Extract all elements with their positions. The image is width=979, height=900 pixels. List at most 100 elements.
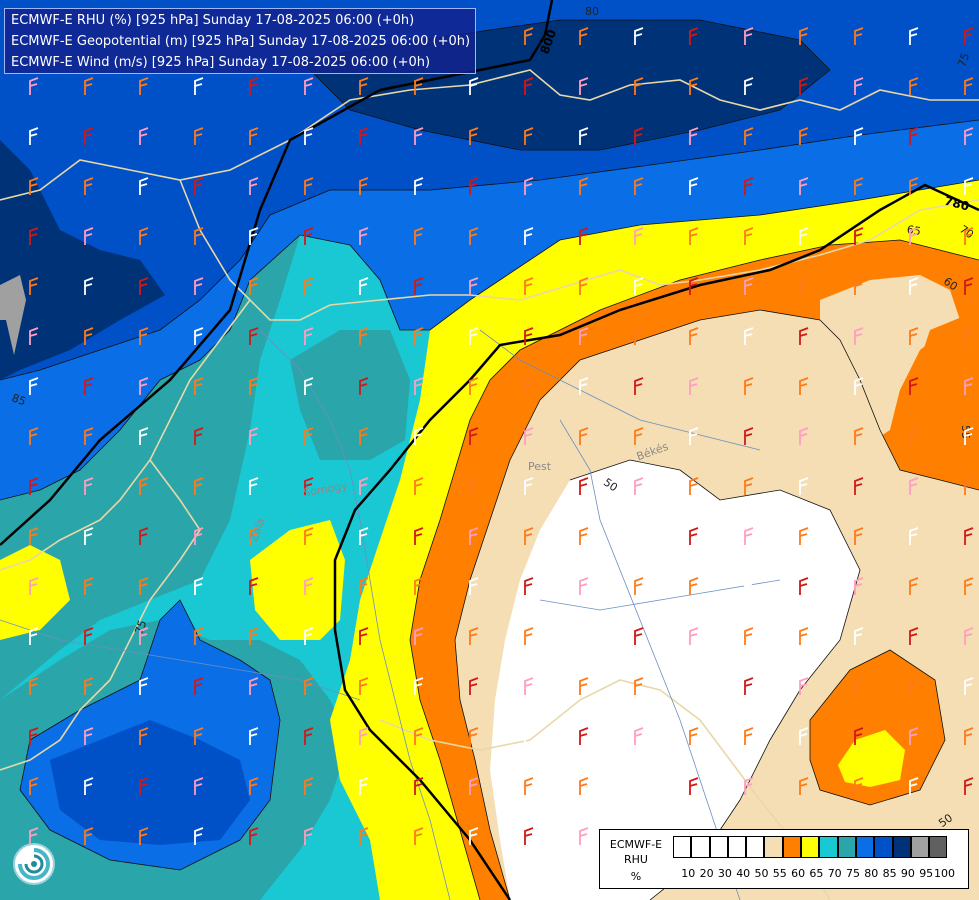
wind-barb <box>194 227 204 245</box>
wind-barb <box>414 527 424 545</box>
wind-barb <box>524 177 534 195</box>
wind-barb <box>84 377 94 395</box>
wind-barb <box>249 277 259 295</box>
wind-barb <box>359 577 369 595</box>
wind-barb <box>909 327 919 345</box>
wind-barb <box>194 177 204 195</box>
borders <box>0 69 979 900</box>
legend-tick-label: 60 <box>791 867 806 880</box>
wind-barb <box>29 627 39 645</box>
wind-barb <box>29 527 39 545</box>
wind-barb <box>469 77 479 95</box>
wind-barb <box>524 627 534 645</box>
wind-barb <box>139 727 149 745</box>
wind-barb <box>909 177 919 195</box>
wind-barb <box>194 327 204 345</box>
legend-title-unit: % <box>630 870 642 883</box>
wind-barb <box>304 527 314 545</box>
wind-barb <box>744 177 754 195</box>
wind-barb <box>359 377 369 395</box>
wind-barb <box>909 27 919 45</box>
legend-tick-label: 85 <box>882 867 897 880</box>
legend-color-scale <box>673 836 948 858</box>
wind-barb <box>29 227 39 245</box>
wind-barb <box>469 777 479 795</box>
wind-barb <box>854 627 864 645</box>
wind-barb <box>414 127 424 145</box>
wind-barb <box>249 477 259 495</box>
wind-barb <box>579 327 589 345</box>
wind-barb <box>359 777 369 795</box>
wind-barb <box>249 577 259 595</box>
wind-barb <box>634 177 644 195</box>
wind-barb <box>29 177 39 195</box>
wind-barb <box>414 427 424 445</box>
wind-barb <box>689 377 699 395</box>
wind-barb <box>29 427 39 445</box>
wind-barb <box>744 127 754 145</box>
wind-barb <box>139 377 149 395</box>
wind-barb <box>469 827 479 845</box>
wind-barb <box>84 327 94 345</box>
wind-barb <box>634 127 644 145</box>
wind-barb <box>689 177 699 195</box>
wind-barb <box>964 327 974 345</box>
wind-barb <box>249 777 259 795</box>
legend-swatch <box>782 836 802 858</box>
wind-barb <box>744 777 754 795</box>
wind-barb <box>29 777 39 795</box>
legend-swatch <box>764 836 783 858</box>
wind-barb <box>304 477 314 495</box>
wind-barb <box>249 227 259 245</box>
wind-barb <box>304 177 314 195</box>
wind-barb <box>414 377 424 395</box>
legend-swatch <box>929 836 948 858</box>
legend-swatch <box>746 836 765 858</box>
wind-barb <box>744 227 754 245</box>
wind-barb <box>579 627 589 645</box>
wind-barb <box>634 377 644 395</box>
wind-barb <box>634 677 644 695</box>
wind-barb <box>744 377 754 395</box>
wind-barb <box>524 777 534 795</box>
wind-barb <box>964 177 974 195</box>
wind-barb <box>964 577 974 595</box>
wind-barb <box>29 477 39 495</box>
legend-swatch <box>819 836 838 858</box>
geopotential-label-780: 780 <box>943 194 971 214</box>
legend-tick-label: 75 <box>846 867 860 880</box>
wind-barb <box>524 677 534 695</box>
wind-barb <box>689 427 699 445</box>
wind-barb <box>579 827 589 845</box>
wind-barb <box>524 77 534 95</box>
wind-barb <box>414 627 424 645</box>
wind-barb <box>579 377 589 395</box>
wind-barb <box>304 627 314 645</box>
wind-barb <box>304 127 314 145</box>
wind-barb <box>964 277 974 295</box>
wind-barb <box>84 577 94 595</box>
wind-barb <box>744 627 754 645</box>
wind-barb <box>469 177 479 195</box>
wind-barb <box>84 427 94 445</box>
wind-barb <box>689 677 699 695</box>
wind-barb <box>249 677 259 695</box>
wind-barb <box>964 777 974 795</box>
wind-barb <box>304 77 314 95</box>
legend-tick-label: 40 <box>736 867 751 880</box>
wind-barb <box>634 477 644 495</box>
wind-barb <box>579 577 589 595</box>
wind-barb <box>414 227 424 245</box>
wind-barb <box>414 727 424 745</box>
wind-barb <box>689 277 699 295</box>
wind-barb <box>29 727 39 745</box>
wind-barb <box>359 227 369 245</box>
title-geopotential: ECMWF-E Geopotential (m) [925 hPa] Sunda… <box>11 34 471 49</box>
wind-barb <box>469 327 479 345</box>
wind-barb <box>634 277 644 295</box>
wind-barb <box>744 677 754 695</box>
legend-swatch <box>910 836 930 858</box>
wind-barb <box>634 77 644 95</box>
wind-barb <box>84 827 94 845</box>
wind-barb <box>579 177 589 195</box>
